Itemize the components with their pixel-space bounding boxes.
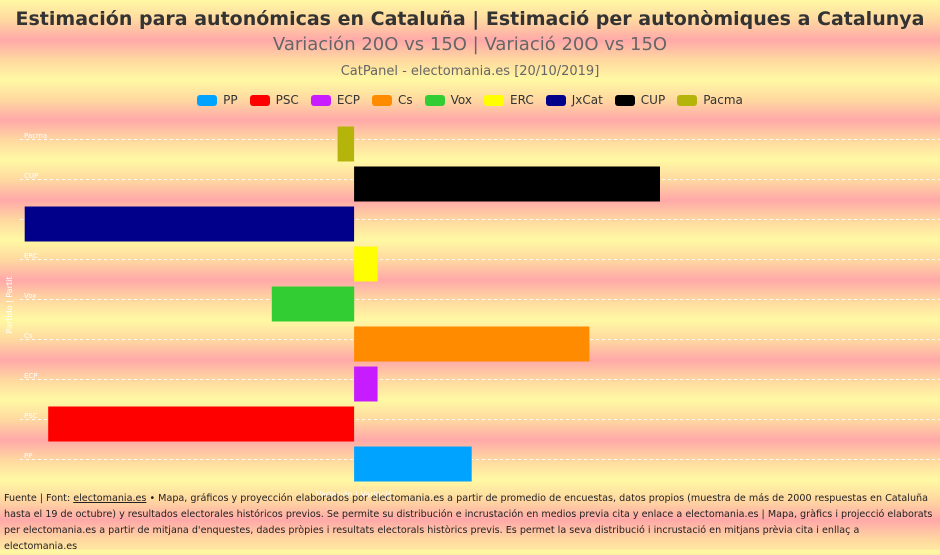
legend-item-cup[interactable]: CUP bbox=[614, 93, 666, 107]
legend-swatch bbox=[424, 94, 445, 106]
y-tick-label: Pacma bbox=[24, 132, 47, 140]
y-tick-label: PSC bbox=[24, 412, 38, 420]
legend-swatch bbox=[310, 94, 331, 106]
legend-swatch bbox=[484, 94, 505, 106]
bar-pacma bbox=[337, 126, 355, 162]
footer-text: • Mapa, gráficos y proyección elaborados… bbox=[4, 493, 933, 552]
legend-label: Cs bbox=[398, 93, 413, 107]
legend-item-erc[interactable]: ERC bbox=[484, 93, 534, 107]
bar-pp bbox=[354, 446, 472, 482]
legend-item-pacma[interactable]: Pacma bbox=[677, 93, 743, 107]
legend-label: CUP bbox=[640, 93, 666, 107]
legend-swatch bbox=[372, 94, 393, 106]
bar-jxcat bbox=[24, 206, 355, 242]
legend-swatch bbox=[614, 94, 635, 106]
footer-link[interactable]: electomania.es bbox=[73, 493, 147, 504]
legend-item-ecp[interactable]: ECP bbox=[310, 93, 361, 107]
y-tick-label: PP bbox=[24, 452, 32, 460]
bar-psc bbox=[48, 406, 355, 442]
legend-label: PSC bbox=[275, 93, 299, 107]
legend-label: PP bbox=[223, 93, 238, 107]
y-tick-label: ERC bbox=[24, 252, 38, 260]
legend-item-pp[interactable]: PP bbox=[197, 93, 238, 107]
legend-label: ERC bbox=[510, 93, 534, 107]
y-axis-label: Partido | Partit bbox=[5, 277, 14, 334]
chart-source: CatPanel - electomania.es [20/10/2019] bbox=[340, 64, 600, 79]
bar-vox bbox=[271, 286, 355, 322]
chart-subtitle: Variación 20O vs 15O | Variació 20O vs 1… bbox=[272, 34, 668, 55]
legend-label: JxCat bbox=[571, 93, 603, 107]
legend: PP PSC ECP Cs Vox ERC JxCat CUP Pacma bbox=[0, 93, 940, 107]
legend-label: Pacma bbox=[703, 93, 743, 107]
legend-label: Vox bbox=[450, 93, 473, 107]
legend-item-psc[interactable]: PSC bbox=[249, 93, 299, 107]
legend-swatch bbox=[249, 94, 270, 106]
footer-prefix: Fuente | Font: bbox=[4, 493, 74, 504]
footer-note: Fuente | Font: electomania.es • Mapa, gr… bbox=[4, 491, 934, 555]
y-tick-label: ECP bbox=[24, 372, 38, 380]
bar-cs bbox=[354, 326, 590, 362]
y-tick-label: CUP bbox=[24, 172, 38, 180]
y-tick-label: Cs bbox=[24, 332, 33, 340]
bar-cup bbox=[354, 166, 660, 202]
bar-erc bbox=[354, 246, 378, 282]
legend-item-cs[interactable]: Cs bbox=[372, 93, 413, 107]
bar-ecp bbox=[354, 366, 378, 402]
legend-label: ECP bbox=[336, 93, 361, 107]
legend-item-vox[interactable]: Vox bbox=[424, 93, 473, 107]
legend-item-jxcat[interactable]: JxCat bbox=[545, 93, 603, 107]
legend-swatch bbox=[197, 94, 218, 106]
legend-swatch bbox=[677, 94, 698, 106]
legend-swatch bbox=[545, 94, 566, 106]
y-tick-label: Vox bbox=[24, 292, 36, 300]
x-axis-label: Variación | Variació bbox=[316, 489, 392, 499]
chart-title: Estimación para autonómicas en Cataluña … bbox=[15, 8, 925, 30]
